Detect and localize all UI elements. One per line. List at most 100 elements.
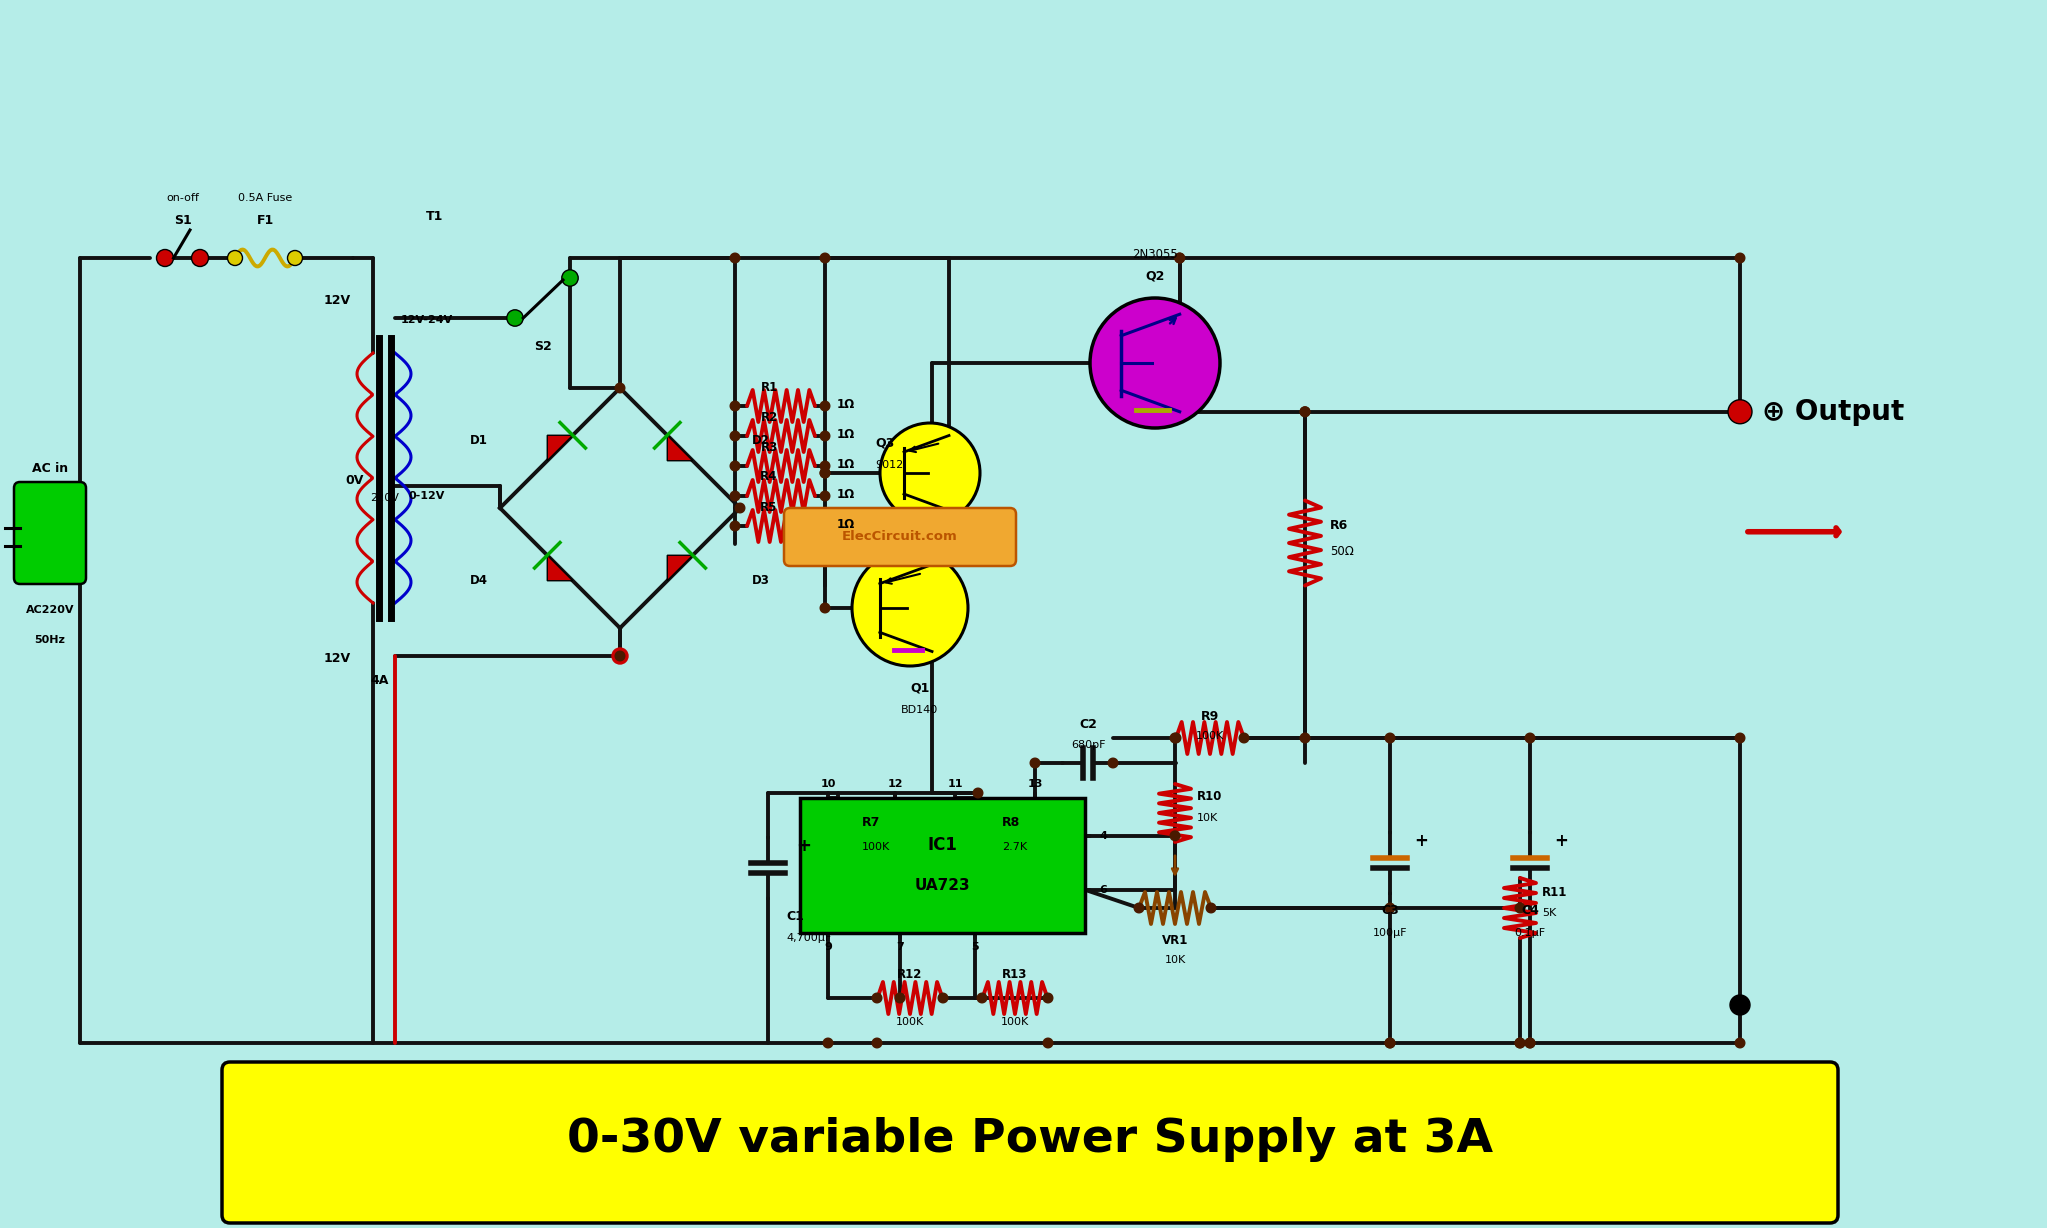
Text: on-off: on-off	[166, 193, 199, 203]
Text: D2: D2	[751, 433, 770, 447]
Text: 12V-24V: 12V-24V	[401, 316, 452, 325]
Text: 1Ω: 1Ω	[837, 458, 856, 470]
Circle shape	[823, 1038, 833, 1047]
Circle shape	[880, 422, 981, 523]
Text: BD140: BD140	[901, 705, 940, 715]
Text: R8: R8	[1001, 817, 1019, 829]
Circle shape	[1525, 1038, 1535, 1047]
Circle shape	[821, 402, 829, 411]
Circle shape	[1171, 733, 1181, 743]
Text: C4: C4	[1521, 905, 1539, 917]
Circle shape	[731, 462, 739, 470]
Text: 0.5A Fuse: 0.5A Fuse	[237, 193, 293, 203]
Circle shape	[1728, 400, 1752, 424]
Text: 4: 4	[1099, 831, 1107, 841]
Text: R4: R4	[759, 470, 778, 484]
Text: 100K: 100K	[1001, 1017, 1030, 1027]
Circle shape	[821, 468, 829, 478]
Circle shape	[1175, 253, 1185, 263]
Circle shape	[976, 993, 987, 1003]
Text: 50Hz: 50Hz	[35, 635, 66, 645]
Text: 1Ω: 1Ω	[837, 427, 856, 441]
Circle shape	[1175, 253, 1185, 263]
Circle shape	[731, 521, 739, 530]
Circle shape	[1238, 733, 1249, 743]
Circle shape	[731, 491, 739, 501]
Text: T1: T1	[426, 210, 444, 222]
Text: 1Ω: 1Ω	[837, 488, 856, 501]
Circle shape	[872, 993, 882, 1003]
Text: Q2: Q2	[1146, 269, 1165, 282]
Circle shape	[1525, 1038, 1535, 1047]
Circle shape	[612, 648, 628, 664]
Text: 220V: 220V	[371, 492, 399, 503]
Circle shape	[1107, 758, 1118, 768]
Text: 13: 13	[1028, 779, 1042, 790]
Circle shape	[1386, 1038, 1394, 1047]
Circle shape	[1171, 831, 1179, 841]
Text: 10K: 10K	[1197, 813, 1218, 823]
FancyBboxPatch shape	[784, 508, 1015, 566]
Text: C3: C3	[1382, 905, 1398, 917]
Text: AC in: AC in	[33, 462, 68, 474]
Text: R9: R9	[1202, 710, 1220, 722]
Text: S1: S1	[174, 214, 192, 226]
Text: R3: R3	[759, 441, 778, 453]
Text: 50Ω: 50Ω	[1331, 544, 1353, 558]
FancyBboxPatch shape	[14, 483, 86, 585]
Circle shape	[1044, 1038, 1052, 1047]
Circle shape	[1089, 298, 1220, 429]
Text: 12V: 12V	[323, 652, 350, 664]
Text: +: +	[1414, 833, 1429, 850]
Text: 9: 9	[825, 942, 831, 952]
Text: ElecCircuit.com: ElecCircuit.com	[841, 529, 958, 543]
Text: D3: D3	[751, 573, 770, 587]
Text: 5K: 5K	[1541, 907, 1556, 919]
Circle shape	[731, 402, 739, 411]
Bar	[800, 798, 1085, 933]
Text: 5: 5	[970, 942, 978, 952]
Text: R6: R6	[1331, 518, 1349, 532]
Circle shape	[1171, 733, 1179, 743]
Text: ⊕ Output: ⊕ Output	[1762, 398, 1904, 426]
Text: 4,700μF: 4,700μF	[786, 933, 831, 943]
Text: 100μF: 100μF	[1374, 928, 1406, 938]
Text: R2: R2	[759, 410, 778, 424]
Text: R5: R5	[759, 501, 778, 513]
Text: 7: 7	[897, 942, 905, 952]
Text: 1Ω: 1Ω	[837, 517, 856, 530]
Circle shape	[1300, 733, 1310, 743]
Text: R12: R12	[897, 968, 923, 980]
Circle shape	[616, 651, 624, 661]
Text: 9012: 9012	[874, 460, 903, 470]
Text: Q3: Q3	[874, 436, 895, 449]
Circle shape	[821, 468, 829, 478]
Text: 10: 10	[821, 779, 835, 790]
Polygon shape	[547, 435, 573, 460]
Circle shape	[852, 550, 968, 666]
Text: 1Ω: 1Ω	[837, 398, 856, 410]
Text: 10K: 10K	[1165, 955, 1185, 965]
Circle shape	[872, 1038, 882, 1047]
Text: 0.1μF: 0.1μF	[1515, 928, 1545, 938]
Circle shape	[821, 603, 829, 613]
Circle shape	[1134, 904, 1144, 912]
Polygon shape	[667, 435, 692, 460]
Text: +: +	[1554, 833, 1568, 850]
Circle shape	[821, 491, 829, 501]
Circle shape	[1030, 758, 1040, 768]
Circle shape	[1515, 1038, 1525, 1047]
Text: IC1: IC1	[927, 836, 958, 855]
Circle shape	[895, 993, 905, 1003]
Text: C1: C1	[786, 910, 804, 922]
Text: 0V: 0V	[346, 474, 364, 486]
Circle shape	[1736, 1038, 1744, 1047]
Text: S2: S2	[534, 339, 553, 352]
Text: R1: R1	[759, 381, 778, 393]
Text: +: +	[796, 837, 811, 855]
Text: 0-30V variable Power Supply at 3A: 0-30V variable Power Supply at 3A	[567, 1117, 1492, 1163]
Text: 6: 6	[1099, 885, 1107, 895]
Polygon shape	[547, 555, 573, 581]
Text: C2: C2	[1079, 718, 1097, 732]
Circle shape	[1736, 733, 1744, 743]
